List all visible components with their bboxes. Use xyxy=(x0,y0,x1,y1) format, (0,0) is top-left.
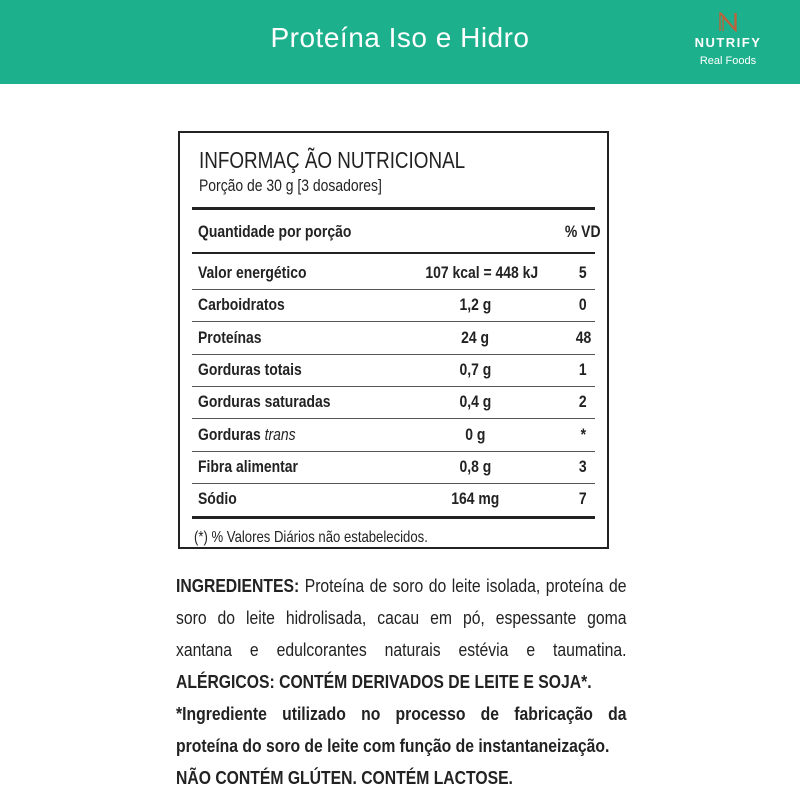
nutrient-amount: 0,8 g xyxy=(459,456,492,476)
nutrify-n-icon xyxy=(719,12,737,32)
nutrient-vd: 48 xyxy=(575,327,591,347)
nutrient-amount: 107 kcal = 448 kJ xyxy=(425,263,539,282)
nutrient-label: Fibra alimentar xyxy=(198,456,298,476)
nutrient-label: Proteínas xyxy=(198,327,262,347)
divider xyxy=(192,252,595,254)
nutrient-vd: 7 xyxy=(579,489,587,509)
divider xyxy=(192,516,595,519)
header-banner: Proteína Iso e Hidro NUTRIFY Real Foods xyxy=(0,0,800,84)
table-row: Fibra alimentar 0,8 g 3 xyxy=(198,451,595,483)
row-divider xyxy=(192,450,595,452)
ingredients-text: INGREDIENTES: Proteína de soro do leite … xyxy=(176,575,627,788)
nutrient-label: Carboidratos xyxy=(198,295,285,315)
table-title: INFORMAÇ ÃO NUTRICIONAL xyxy=(199,147,466,173)
brand-tagline: Real Foods xyxy=(699,55,757,67)
nutrient-vd: 1 xyxy=(579,359,587,379)
row-divider xyxy=(192,321,595,323)
row-divider xyxy=(192,482,595,484)
nutrient-label: Sódio xyxy=(198,489,237,509)
table-row: Proteínas 24 g 48 xyxy=(198,322,595,354)
brand-name: NUTRIFY xyxy=(694,35,762,50)
nutrient-amount: 0,7 g xyxy=(459,359,492,379)
table-row: Gorduras saturadas 0,4 g 2 xyxy=(198,386,595,418)
table-row: Gorduras trans 0 g * xyxy=(198,419,595,451)
nutrient-vd: * xyxy=(580,424,586,444)
nutrient-vd: 0 xyxy=(579,295,587,315)
row-divider xyxy=(192,289,595,290)
table-row: Gorduras totais 0,7 g 1 xyxy=(198,354,595,386)
row-divider xyxy=(192,418,595,420)
nutrient-amount: 1,2 g xyxy=(459,295,492,315)
table-header-row: Quantidade por porção % VD xyxy=(198,222,601,241)
serving-size: Porção de 30 g [3 dosadores] xyxy=(199,176,382,195)
nutrient-vd: 5 xyxy=(579,263,587,282)
row-divider xyxy=(192,353,595,355)
table-row: Sódio 164 mg 7 xyxy=(198,483,595,515)
nutrient-amount: 164 mg xyxy=(451,489,500,509)
nutrient-vd: 3 xyxy=(579,456,587,476)
nutrient-amount: 24 g xyxy=(461,327,490,347)
divider xyxy=(192,207,595,210)
nutrient-amount: 0,4 g xyxy=(459,392,492,412)
nutrition-facts-table: INFORMAÇ ÃO NUTRICIONAL Porção de 30 g [… xyxy=(178,131,609,549)
footnote: (*) % Valores Diários não estabelecidos. xyxy=(194,529,428,546)
table-row: Carboidratos 1,2 g 0 xyxy=(198,289,595,321)
nutrient-label: Valor energético xyxy=(198,263,307,282)
nutrient-label: Gorduras saturadas xyxy=(198,392,331,412)
page-title: Proteína Iso e Hidro xyxy=(270,22,530,53)
nutrient-amount: 0 g xyxy=(465,424,486,444)
row-divider xyxy=(192,385,595,387)
nutrient-vd: 2 xyxy=(579,392,587,412)
brand-logo: NUTRIFY Real Foods xyxy=(686,12,770,67)
table-row: Valor energético 107 kcal = 448 kJ 5 xyxy=(198,257,595,289)
nutrient-label: Gorduras totais xyxy=(198,359,302,379)
nutrient-label: Gorduras trans xyxy=(198,424,296,444)
